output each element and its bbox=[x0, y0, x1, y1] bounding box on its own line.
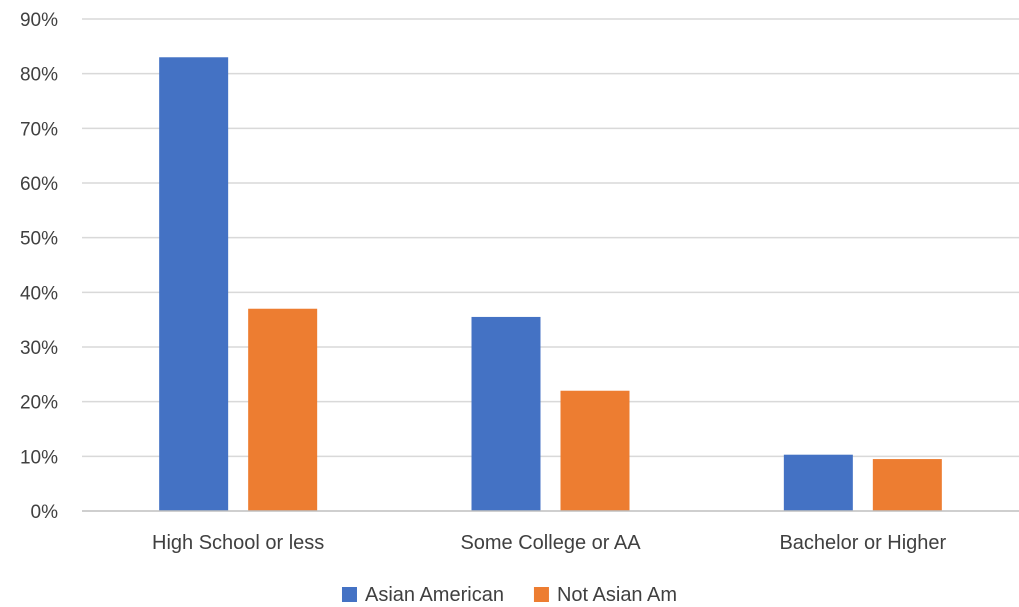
gridlines bbox=[82, 18, 1019, 458]
x-category-label: Bachelor or Higher bbox=[779, 532, 946, 554]
bar-not-asian-am bbox=[248, 308, 318, 511]
bars bbox=[159, 57, 942, 512]
legend-label: Not Asian Am bbox=[557, 584, 677, 606]
y-tick-label: 90% bbox=[20, 10, 58, 31]
legend-label: Asian American bbox=[365, 584, 504, 606]
y-tick-label: 70% bbox=[20, 119, 58, 140]
y-tick-label: 30% bbox=[20, 338, 58, 359]
x-category-label: Some College or AA bbox=[460, 532, 641, 554]
legend: Asian American Not Asian Am bbox=[341, 584, 677, 606]
y-tick-label: 50% bbox=[20, 229, 58, 250]
y-tick-label: 40% bbox=[20, 283, 58, 304]
y-tick-label: 80% bbox=[20, 65, 58, 86]
y-axis-tick-labels: 0% 10% 20% 30% 40% 50% 60% 70% 80% 90% bbox=[20, 10, 58, 523]
x-category-label: High School or less bbox=[152, 532, 324, 554]
y-tick-label: 60% bbox=[20, 174, 58, 195]
bar-not-asian-am bbox=[560, 390, 630, 511]
y-tick-label: 0% bbox=[31, 502, 59, 523]
legend-swatch bbox=[533, 587, 549, 602]
y-tick-label: 20% bbox=[20, 393, 58, 414]
x-axis-category-labels: High School or less Some College or AA Bac… bbox=[152, 532, 947, 554]
bar-asian-american bbox=[159, 57, 229, 512]
y-tick-label: 10% bbox=[20, 447, 58, 468]
bar-asian-american bbox=[471, 316, 541, 511]
legend-swatch bbox=[341, 587, 357, 602]
bar-asian-american bbox=[783, 454, 853, 511]
bar-not-asian-am bbox=[872, 459, 942, 511]
